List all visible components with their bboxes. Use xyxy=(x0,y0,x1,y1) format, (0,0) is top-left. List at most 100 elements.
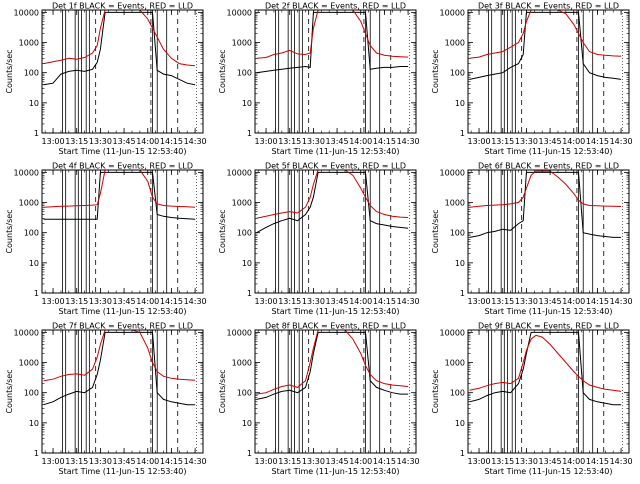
x-tick-label: 13:00 xyxy=(42,137,65,146)
x-tick-label: 14:00 xyxy=(349,297,372,306)
x-tick-label: 13:45 xyxy=(326,137,349,146)
x-tick-label: 14:15 xyxy=(373,457,396,466)
y-tick-label: 10 xyxy=(29,419,39,428)
x-tick-label: 14:15 xyxy=(586,137,609,146)
x-tick-label: 14:15 xyxy=(160,297,183,306)
x-tick-label: 13:30 xyxy=(302,137,325,146)
chart-svg: 1 10 100 1000 10000 13:00 13:15 13:30 13:45 14:00… xyxy=(431,322,633,477)
series-line-lld xyxy=(43,330,196,382)
plot-frame xyxy=(41,329,204,454)
x-tick-label: 14:15 xyxy=(160,457,183,466)
y-tick-label: 10 xyxy=(242,99,252,108)
x-tick-label: 13:30 xyxy=(89,297,112,306)
series-line-events xyxy=(469,331,622,406)
x-tick-label: 14:00 xyxy=(349,137,372,146)
y-tick-label: 100 xyxy=(24,389,39,398)
x-tick-label: 14:00 xyxy=(562,137,585,146)
y-tick-label: 100 xyxy=(237,389,252,398)
plot-frame xyxy=(254,169,417,294)
y-tick-label: 1000 xyxy=(445,359,465,368)
series-line-events xyxy=(43,11,196,86)
y-tick-label: 1 xyxy=(460,129,465,138)
series-line-events xyxy=(256,331,409,400)
plot-frame xyxy=(41,9,204,134)
x-tick-label: 14:15 xyxy=(160,137,183,146)
x-tick-label: 13:45 xyxy=(326,457,349,466)
y-tick-label: 1000 xyxy=(232,199,252,208)
y-tick-label: 1000 xyxy=(19,199,39,208)
x-tick-label: 14:30 xyxy=(610,297,633,306)
x-tick-label: 14:00 xyxy=(136,297,159,306)
y-tick-label: 10 xyxy=(455,259,465,268)
y-tick-label: 10 xyxy=(242,419,252,428)
panel-title: Det 3f BLACK = Events, RED = LLD xyxy=(478,2,619,11)
x-tick-label: 14:15 xyxy=(586,457,609,466)
plot-frame xyxy=(467,329,630,454)
x-tick-label: 14:00 xyxy=(562,457,585,466)
y-tick-label: 10 xyxy=(29,99,39,108)
x-tick-label: 13:30 xyxy=(515,137,538,146)
x-tick-label: 13:15 xyxy=(491,457,514,466)
x-tick-label: 14:15 xyxy=(373,137,396,146)
y-axis-title: Counts/sec xyxy=(431,49,440,93)
x-tick-label: 14:30 xyxy=(610,457,633,466)
panel-title: Det 5f BLACK = Events, RED = LLD xyxy=(265,162,406,171)
y-tick-label: 1 xyxy=(247,289,252,298)
chart-svg: 1 10 100 1000 10000 13:00 13:15 13:30 13:45 14:00… xyxy=(431,2,633,157)
x-tick-label: 13:30 xyxy=(515,457,538,466)
x-tick-label: 14:30 xyxy=(184,297,207,306)
y-tick-label: 1 xyxy=(460,289,465,298)
y-tick-label: 1 xyxy=(247,449,252,458)
series-line-lld xyxy=(256,170,409,219)
y-tick-label: 10000 xyxy=(440,168,465,177)
y-axis-title: Counts/sec xyxy=(431,369,440,413)
x-tick-label: 13:00 xyxy=(468,297,491,306)
x-axis-title: Start Time (11-Jun-15 12:53:40) xyxy=(272,307,400,316)
series-line-events xyxy=(256,11,409,74)
y-tick-label: 10000 xyxy=(14,8,39,17)
x-tick-label: 13:45 xyxy=(539,297,562,306)
chart-svg: 1 10 100 1000 10000 13:00 13:15 13:30 13:45 14:00… xyxy=(218,322,420,477)
plot-frame xyxy=(467,169,630,294)
x-tick-label: 13:00 xyxy=(468,457,491,466)
y-tick-label: 10000 xyxy=(227,328,252,337)
series-line-events xyxy=(43,331,196,406)
x-tick-label: 13:15 xyxy=(491,297,514,306)
series-line-lld xyxy=(43,10,196,67)
y-tick-label: 100 xyxy=(24,69,39,78)
x-tick-label: 14:30 xyxy=(610,137,633,146)
y-tick-label: 1 xyxy=(34,289,39,298)
x-tick-label: 13:15 xyxy=(278,137,301,146)
x-tick-label: 14:30 xyxy=(397,297,420,306)
y-tick-label: 10 xyxy=(29,259,39,268)
y-tick-label: 1000 xyxy=(445,39,465,48)
detector-panel-5: 1 10 100 1000 10000 13:00 13:15 13:30 13:45 14:00… xyxy=(213,160,426,320)
y-tick-label: 1000 xyxy=(232,39,252,48)
panel-title: Det 2f BLACK = Events, RED = LLD xyxy=(265,2,406,11)
y-tick-label: 10000 xyxy=(227,168,252,177)
x-tick-label: 14:30 xyxy=(397,137,420,146)
y-tick-label: 10 xyxy=(242,259,252,268)
y-axis-title: Counts/sec xyxy=(5,209,14,253)
panel-title: Det 4f BLACK = Events, RED = LLD xyxy=(52,162,193,171)
y-axis-title: Counts/sec xyxy=(218,49,227,93)
x-axis-title: Start Time (11-Jun-15 12:53:40) xyxy=(485,307,613,316)
x-tick-label: 13:15 xyxy=(65,297,88,306)
panel-title: Det 6f BLACK = Events, RED = LLD xyxy=(478,162,619,171)
panel-title: Det 8f BLACK = Events, RED = LLD xyxy=(265,322,406,331)
x-tick-label: 14:30 xyxy=(184,457,207,466)
x-tick-label: 14:15 xyxy=(586,297,609,306)
y-tick-label: 100 xyxy=(237,69,252,78)
x-tick-label: 13:45 xyxy=(113,137,136,146)
x-tick-label: 13:15 xyxy=(278,457,301,466)
chart-svg: 1 10 100 1000 10000 13:00 13:15 13:30 13:45 14:00… xyxy=(218,2,420,157)
chart-svg: 1 10 100 1000 10000 13:00 13:15 13:30 13:45 14:00… xyxy=(5,2,207,157)
detector-panel-6: 1 10 100 1000 10000 13:00 13:15 13:30 13:45 14:00… xyxy=(426,160,639,320)
y-tick-label: 1000 xyxy=(445,199,465,208)
x-tick-label: 13:00 xyxy=(468,137,491,146)
x-tick-label: 13:15 xyxy=(65,457,88,466)
x-tick-label: 14:00 xyxy=(136,137,159,146)
y-axis-title: Counts/sec xyxy=(218,209,227,253)
x-tick-label: 13:45 xyxy=(326,297,349,306)
